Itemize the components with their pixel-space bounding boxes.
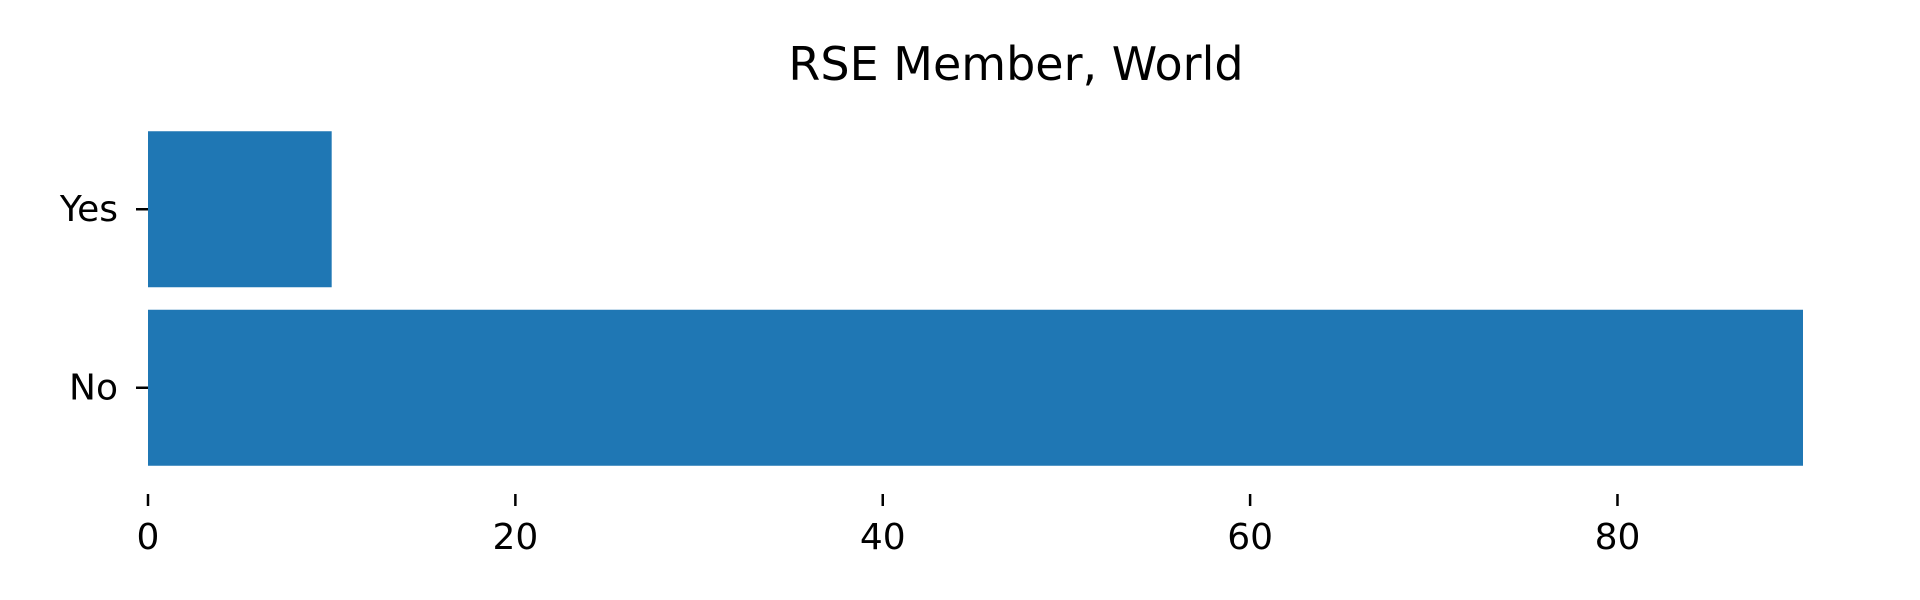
bar-yes	[148, 131, 332, 288]
bar-no	[148, 309, 1803, 466]
y-axis: No Yes	[59, 189, 148, 408]
y-tick-label-yes: Yes	[59, 189, 118, 230]
x-tick-label-20: 20	[492, 517, 538, 558]
chart-title: RSE Member, World	[788, 37, 1243, 91]
bars-layer	[148, 131, 1803, 466]
x-tick-label-40: 40	[860, 517, 906, 558]
x-axis: 0 20 40 60 80	[137, 494, 1641, 558]
x-tick-label-0: 0	[137, 517, 160, 558]
y-tick-label-no: No	[69, 367, 118, 408]
x-tick-label-60: 60	[1227, 517, 1273, 558]
x-tick-label-80: 80	[1595, 517, 1641, 558]
